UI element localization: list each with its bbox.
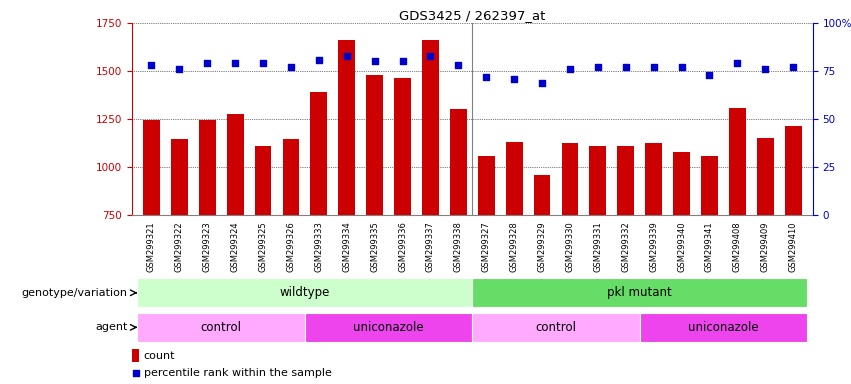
FancyBboxPatch shape [138, 313, 305, 342]
Text: uniconazole: uniconazole [688, 321, 759, 334]
Point [396, 58, 409, 65]
Bar [562, 143, 579, 215]
Bar [339, 40, 355, 215]
Bar [450, 109, 466, 215]
Point [591, 64, 605, 70]
Point [647, 64, 660, 70]
Point [619, 64, 632, 70]
Bar [757, 138, 774, 215]
Bar [422, 40, 439, 215]
Bar [534, 175, 551, 215]
Text: count: count [144, 351, 175, 361]
Title: GDS3425 / 262397_at: GDS3425 / 262397_at [399, 9, 545, 22]
Bar [785, 126, 802, 215]
Bar [226, 114, 243, 215]
Point [786, 64, 800, 70]
Point [284, 64, 298, 70]
Point [368, 58, 381, 65]
Bar [729, 109, 745, 215]
Bar [673, 152, 690, 215]
Bar [701, 156, 718, 215]
Bar [366, 75, 383, 215]
Point [256, 60, 270, 66]
FancyBboxPatch shape [640, 313, 807, 342]
Point [340, 53, 353, 59]
FancyBboxPatch shape [472, 278, 807, 308]
Point [758, 66, 772, 72]
Bar [254, 146, 271, 215]
Point [730, 60, 744, 66]
Bar [199, 120, 215, 215]
Text: genotype/variation: genotype/variation [21, 288, 128, 298]
Point [312, 56, 326, 63]
FancyBboxPatch shape [305, 313, 472, 342]
Text: pkl mutant: pkl mutant [608, 286, 672, 299]
Point [145, 62, 158, 68]
Point [703, 72, 717, 78]
Point [201, 60, 214, 66]
Text: uniconazole: uniconazole [353, 321, 424, 334]
Bar [505, 142, 523, 215]
Point [424, 53, 437, 59]
Text: agent: agent [95, 322, 128, 333]
Point [228, 60, 242, 66]
FancyBboxPatch shape [138, 278, 472, 308]
Bar [143, 120, 160, 215]
Bar [394, 78, 411, 215]
Bar [132, 349, 140, 362]
Point [563, 66, 577, 72]
Point [535, 79, 549, 86]
Point [507, 76, 521, 82]
Text: wildtype: wildtype [280, 286, 330, 299]
Bar [590, 146, 606, 215]
Point [129, 369, 142, 376]
Bar [171, 139, 188, 215]
Bar [283, 139, 300, 215]
Text: control: control [535, 321, 576, 334]
Bar [311, 92, 328, 215]
Bar [617, 146, 634, 215]
Bar [645, 143, 662, 215]
FancyBboxPatch shape [472, 313, 640, 342]
Point [479, 74, 493, 80]
Point [173, 66, 186, 72]
Text: percentile rank within the sample: percentile rank within the sample [144, 367, 332, 377]
Point [675, 64, 688, 70]
Text: control: control [201, 321, 242, 334]
Point [452, 62, 465, 68]
Bar [478, 156, 494, 215]
